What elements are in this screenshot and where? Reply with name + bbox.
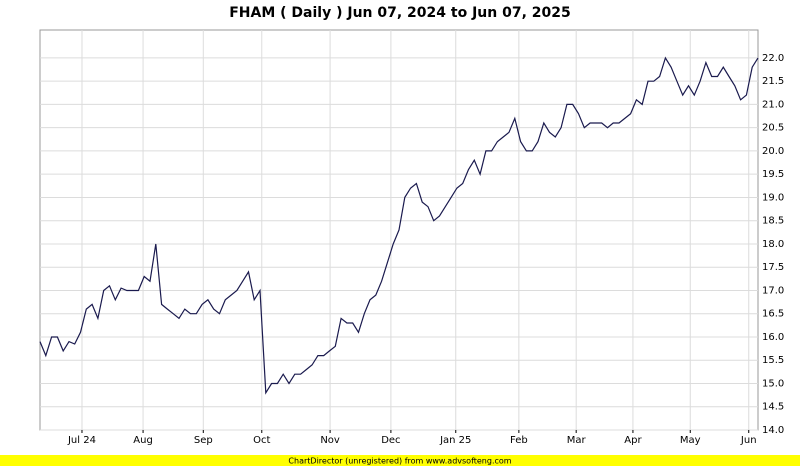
x-tick-label: Dec [381, 435, 400, 446]
x-tick-label: Jan 25 [439, 435, 471, 446]
x-tick-label: Nov [320, 435, 340, 446]
y-tick-label: 18.0 [762, 239, 784, 250]
y-tick-label: 20.0 [762, 146, 784, 157]
x-tick-label: Sep [194, 435, 213, 446]
y-tick-label: 16.0 [762, 332, 784, 343]
y-tick-label: 14.0 [762, 425, 784, 436]
x-tick-label: Apr [624, 435, 642, 446]
footer-bar [0, 455, 800, 466]
x-tick-label: Jul 24 [67, 435, 96, 446]
chart-title: FHAM ( Daily ) Jun 07, 2024 to Jun 07, 2… [229, 5, 571, 21]
y-tick-label: 19.0 [762, 192, 784, 203]
y-tick-label: 15.0 [762, 378, 784, 389]
y-tick-label: 16.5 [762, 309, 784, 320]
y-tick-label: 17.0 [762, 285, 784, 296]
y-tick-label: 21.0 [762, 99, 784, 110]
y-tick-label: 22.0 [762, 53, 784, 64]
y-tick-label: 17.5 [762, 262, 784, 273]
price-line [39, 56, 759, 395]
x-tick-label: Aug [133, 435, 153, 446]
y-tick-label: 18.5 [762, 216, 784, 227]
y-tick-label: 21.5 [762, 76, 784, 87]
x-tick-label: Feb [510, 435, 528, 446]
x-tick-label: Mar [567, 435, 587, 446]
footer: ChartDirector (unregistered) from www.ad… [288, 457, 511, 466]
y-tick-label: 14.5 [762, 402, 784, 413]
x-tick-label: May [680, 435, 701, 446]
y-tick-label: 19.5 [762, 169, 784, 180]
y-tick-label: 15.5 [762, 355, 784, 366]
x-tick-label: Oct [253, 435, 270, 446]
x-tick-label: Jun [740, 435, 757, 446]
y-tick-label: 20.5 [762, 123, 784, 134]
